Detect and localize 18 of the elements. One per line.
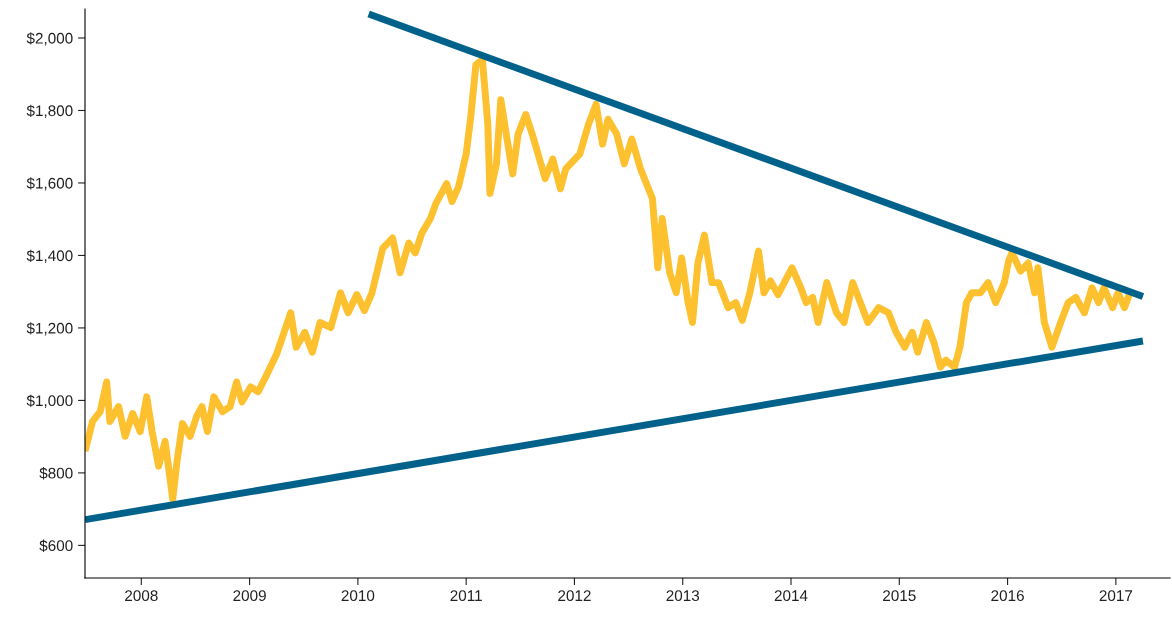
x-tick-label: 2012 [558, 590, 591, 602]
x-tick-label: 2016 [991, 590, 1024, 602]
x-tick-label: 2014 [774, 590, 808, 602]
y-tick-label: $800 [39, 467, 73, 480]
y-tick-label: $1,600 [26, 177, 73, 191]
y-tick-label: $600 [39, 539, 73, 552]
x-tick-label: 2013 [666, 590, 700, 602]
x-tick-label: 2017 [1099, 590, 1133, 602]
x-tick-label: 2011 [450, 590, 482, 602]
y-tick-label: $1,000 [26, 394, 73, 408]
x-tick-label: 2008 [125, 590, 158, 602]
x-tick-label: 2015 [883, 590, 916, 602]
y-tick-label: $1,200 [26, 322, 73, 336]
x-tick-label: 2010 [341, 590, 375, 602]
x-tick-label: 2009 [233, 590, 266, 602]
y-tick-label: $2,000 [26, 32, 73, 46]
y-tick-label: $1,800 [26, 104, 73, 118]
y-tick-label: $1,400 [26, 249, 73, 263]
